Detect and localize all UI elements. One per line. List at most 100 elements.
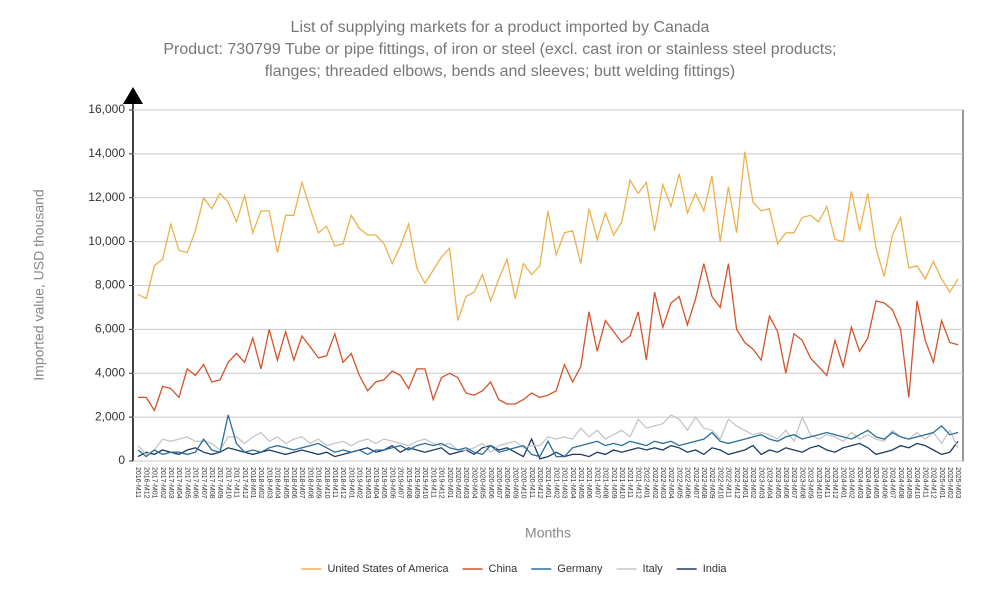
x-tick-label: 2025-M02: [946, 467, 953, 499]
x-tick-label: 2018-M06: [290, 467, 297, 499]
x-tick-label: 2021-M02: [552, 467, 559, 499]
y-tick-label: 14,000: [88, 146, 125, 160]
x-tick-label: 2018-M10: [323, 467, 330, 499]
x-tick-label: 2023-M06: [782, 467, 789, 499]
x-tick-label: 2023-M11: [823, 467, 830, 498]
x-tick-label: 2017-M03: [167, 467, 174, 499]
x-tick-label: 2020-M11: [528, 467, 535, 498]
x-tick-label: 2021-M04: [569, 467, 576, 499]
x-tick-label: 2023-M07: [790, 467, 797, 499]
x-tick-label: 2024-M08: [897, 467, 904, 499]
x-tick-label: 2022-M01: [643, 467, 650, 499]
x-tick-label: 2017-M02: [159, 467, 166, 499]
legend-label: Germany: [557, 563, 603, 575]
x-tick-label: 2019-M08: [405, 467, 412, 499]
x-tick-label: 2019-M01: [347, 467, 354, 499]
x-tick-label: 2017-M01: [151, 467, 158, 499]
x-tick-label: 2022-M09: [708, 467, 715, 499]
legend-label: India: [703, 563, 728, 575]
x-tick-label: 2019-M05: [380, 467, 387, 499]
x-tick-label: 2021-M06: [585, 467, 592, 499]
x-tick-label: 2023-M03: [757, 467, 764, 499]
x-tick-label: 2024-M03: [856, 467, 863, 499]
x-tick-label: 2022-M02: [651, 467, 658, 499]
x-tick-label: 2018-M03: [265, 467, 272, 499]
x-tick-label: 2024-M07: [889, 467, 896, 499]
x-tick-label: 2021-M05: [577, 467, 584, 499]
x-tick-label: 2018-M07: [298, 467, 305, 499]
chart-subtitle: Product: 730799 Tube or pipe fittings, o…: [163, 41, 836, 58]
x-tick-label: 2022-M11: [725, 467, 732, 498]
x-tick-label: 2022-M08: [700, 467, 707, 499]
series-line: [137, 414, 959, 456]
x-axis-title: Months: [525, 525, 571, 541]
series-line: [138, 263, 959, 413]
x-tick-label: 2021-M11: [626, 467, 633, 498]
legend-label: China: [489, 563, 519, 575]
x-tick-label: 2021-M03: [561, 467, 568, 499]
x-tick-label: 2022-M10: [716, 467, 723, 499]
x-tick-label: 2023-M10: [815, 467, 822, 499]
x-tick-label: 2018-M09: [315, 467, 322, 499]
x-tick-label: 2018-M01: [249, 467, 256, 499]
x-tick-label: 2020-M08: [503, 467, 510, 499]
x-tick-label: 2022-M12: [733, 467, 740, 499]
x-tick-label: 2019-M09: [413, 467, 420, 499]
x-tick-label: 2023-M05: [774, 467, 781, 499]
y-tick-label: 10,000: [88, 234, 125, 248]
x-tick-label: 2019-M06: [388, 467, 395, 499]
x-tick-label: 2022-M03: [659, 467, 666, 499]
x-tick-label: 2022-M05: [675, 467, 682, 499]
x-tick-label: 2019-M04: [372, 467, 379, 499]
x-tick-label: 2024-M09: [905, 467, 912, 499]
x-tick-label: 2024-M05: [872, 467, 879, 499]
legend: United States of America China Germany Ital…: [301, 563, 727, 575]
x-tick-label: 2017-M06: [192, 467, 199, 499]
y-tick-label: 6,000: [95, 322, 125, 336]
x-tick-label: 2024-M02: [848, 467, 855, 499]
x-tick-label: 2023-M09: [807, 467, 814, 499]
x-tick-label: 2023-M02: [749, 467, 756, 499]
x-tick-label: 2021-M08: [602, 467, 609, 499]
x-tick-label: 2022-M07: [692, 467, 699, 499]
y-tick-label: 4,000: [95, 365, 125, 379]
x-tick-label: 2021-M01: [544, 467, 551, 499]
series-line: [137, 151, 959, 321]
x-tick-label: 2018-M05: [282, 467, 289, 499]
legend-label: Italy: [643, 563, 664, 575]
x-tick-label: 2018-M08: [306, 467, 313, 499]
x-tick-label: 2021-M09: [610, 467, 617, 499]
x-tick-label: 2021-M10: [618, 467, 625, 499]
x-tick-label: 2019-M10: [421, 467, 428, 499]
x-tick-label: 2019-M03: [364, 467, 371, 499]
x-tick-label: 2017-M10: [224, 467, 231, 499]
x-tick-label: 2018-M11: [331, 467, 338, 498]
x-tick-label: 2016-M12: [142, 467, 149, 499]
y-axis-title: Imported value, USD thousand: [31, 189, 47, 380]
x-tick-label: 2025-M01: [938, 467, 945, 499]
x-tick-label: 2019-M12: [438, 467, 445, 499]
x-tick-label: 2023-M04: [766, 467, 773, 499]
y-tick-label: 2,000: [95, 409, 125, 423]
x-tick-label: 2024-M06: [880, 467, 887, 499]
x-tick-label: 2017-M05: [183, 467, 190, 499]
x-tick-label: 2023-M08: [798, 467, 805, 499]
x-tick-label: 2024-M11: [921, 467, 928, 498]
x-tick-label: 2018-M12: [339, 467, 346, 499]
x-tick-label: 2017-M09: [216, 467, 223, 499]
x-tick-label: 2016-M11: [134, 467, 141, 498]
y-tick-label: 16,000: [88, 102, 125, 116]
x-tick-label: 2025-M03: [954, 467, 961, 499]
x-tick-label: 2018-M04: [274, 467, 281, 499]
chart-subtitle: flanges; threaded elbows, bends and slee…: [265, 63, 736, 80]
x-tick-label: 2024-M04: [864, 467, 871, 499]
x-tick-label: 2019-M07: [397, 467, 404, 499]
x-tick-label: 2022-M04: [667, 467, 674, 499]
x-tick-label: 2024-M10: [913, 467, 920, 499]
x-tick-label: 2020-M06: [487, 467, 494, 499]
x-tick-label: 2017-M11: [233, 467, 240, 498]
x-tick-label: 2019-M11: [429, 467, 436, 498]
x-tick-label: 2022-M06: [684, 467, 691, 499]
x-tick-label: 2020-M03: [462, 467, 469, 499]
